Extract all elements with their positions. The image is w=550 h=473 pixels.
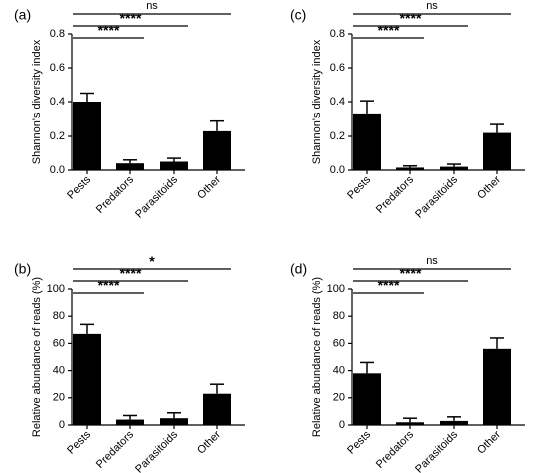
x-tick-label: Other (475, 428, 503, 456)
bar (440, 166, 468, 170)
x-tick-label: Pests (65, 428, 93, 456)
bar (353, 113, 381, 170)
y-axis-title: Relative abundance of reads (%) (311, 277, 323, 437)
chart-panel: (b) 0 20 40 60 80 100 Relative abundance of rea… (14, 253, 245, 473)
y-axis-title: Shannon's diversity index (311, 39, 323, 164)
y-tick-label: 20 (53, 392, 65, 404)
bar (73, 333, 101, 425)
y-tick-label: 100 (327, 283, 345, 295)
x-tick-label: Pests (65, 173, 93, 201)
y-tick-label: 0 (59, 419, 65, 431)
y-tick-label: 0.6 (50, 62, 65, 74)
y-tick-label: 60 (333, 337, 345, 349)
y-tick-label: 20 (333, 392, 345, 404)
y-axis-title: Shannon's diversity index (31, 39, 43, 164)
x-tick-label: Predators (94, 173, 137, 216)
significance-label: ns (146, 0, 158, 12)
y-tick-label: 40 (333, 365, 345, 377)
y-tick-label: 0.8 (330, 28, 345, 40)
y-tick-label: 0.4 (50, 96, 65, 108)
significance-label: **** (120, 10, 142, 26)
x-tick-label: Other (195, 173, 223, 201)
significance-label: **** (378, 22, 400, 38)
y-tick-label: 0 (339, 419, 345, 431)
y-tick-label: 0.0 (330, 164, 345, 176)
chart-panel: (c) 0.0 0.2 0.4 0.6 0.8 Shannon's diversity in… (290, 0, 525, 221)
bar (483, 132, 511, 170)
bar (73, 102, 101, 170)
x-tick-label: Predators (374, 428, 417, 471)
significance-label: **** (120, 265, 142, 281)
x-tick-label: Parasitoids (413, 428, 460, 473)
y-tick-label: 100 (47, 283, 65, 295)
x-tick-label: Parasitoids (133, 428, 180, 473)
x-tick-label: Pests (345, 173, 373, 201)
significance-label: **** (400, 265, 422, 281)
bar (116, 419, 144, 425)
x-tick-label: Other (195, 428, 223, 456)
bar (483, 348, 511, 425)
bar (160, 161, 188, 170)
chart-panel: (a) 0.0 0.2 0.4 0.6 0.8 Shannon's diversity in… (14, 0, 245, 221)
bar (440, 420, 468, 425)
significance-label: **** (400, 10, 422, 26)
y-tick-label: 0.8 (50, 28, 65, 40)
y-tick-label: 0.6 (330, 62, 345, 74)
panel-label: (c) (290, 7, 306, 23)
y-axis-title: Relative abundance of reads (%) (31, 277, 43, 437)
chart-panel: (d) 0 20 40 60 80 100 Relative abundance of rea… (290, 255, 525, 473)
y-tick-label: 60 (53, 337, 65, 349)
x-tick-label: Parasitoids (413, 173, 460, 220)
bar (396, 422, 424, 425)
significance-label: **** (378, 277, 400, 293)
panel-label: (b) (14, 261, 31, 277)
significance-label: **** (98, 22, 120, 38)
y-tick-label: 0.4 (330, 96, 345, 108)
bar (116, 163, 144, 170)
y-tick-label: 0.2 (330, 130, 345, 142)
panel-label: (a) (14, 7, 31, 23)
bar (396, 167, 424, 170)
x-tick-label: Predators (374, 173, 417, 216)
bar (353, 373, 381, 425)
bar (160, 418, 188, 425)
significance-label: **** (98, 277, 120, 293)
y-tick-label: 0.2 (50, 130, 65, 142)
y-tick-label: 80 (53, 310, 65, 322)
significance-label: ns (426, 0, 438, 12)
y-tick-label: 40 (53, 365, 65, 377)
panel-label: (d) (290, 261, 307, 277)
significance-label: * (149, 253, 155, 269)
y-tick-label: 80 (333, 310, 345, 322)
x-tick-label: Pests (345, 428, 373, 456)
significance-label: ns (426, 255, 438, 267)
bar (203, 130, 231, 170)
x-tick-label: Parasitoids (133, 173, 180, 220)
bar (203, 393, 231, 425)
x-tick-label: Other (475, 173, 503, 201)
x-tick-label: Predators (94, 428, 137, 471)
y-tick-label: 0.0 (50, 164, 65, 176)
